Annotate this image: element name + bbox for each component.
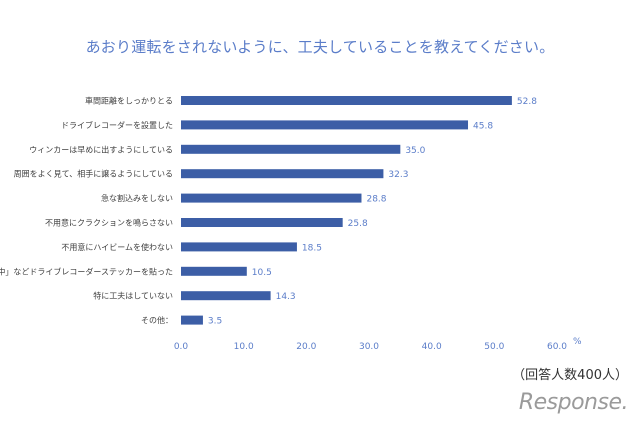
bar [181,266,247,276]
value-label: 32.3 [388,170,408,180]
value-label: 28.8 [366,195,386,205]
category-label: 急な割込みをしない [101,193,173,203]
response-logo: Response. [518,390,629,415]
category-labels: 車間距離をしっかりとるドライブレコーダーを設置したウィンカーは早めに出すようにし… [0,96,173,326]
x-tick-label: 20.0 [296,342,316,352]
x-tick-label: 60.0 [547,342,567,352]
category-label: 不用意にハイビームを使わない [61,242,173,252]
bar [181,169,384,179]
bar [181,242,297,252]
bar [181,218,343,227]
value-labels: 52.8 45.8 35.0 32.3 28.8 25.8 18.5 10.5 14.3 3.5 [208,97,537,327]
category-label: ウィンカーは早めに出すようにしている [29,144,173,154]
bar [181,144,401,154]
category-label: 車間距離をしっかりとる [85,96,173,106]
x-tick-label: 30.0 [359,342,379,352]
x-tick-label: 40.0 [422,342,442,352]
x-tick-label: 50.0 [484,342,504,352]
value-label: 45.8 [473,121,493,131]
category-label: その他： [141,315,173,325]
chart-title: あおり運転をされないように、工夫していることを教えてください。 [85,38,555,56]
bar [181,96,512,105]
value-label: 35.0 [405,146,425,156]
bars-group [181,96,512,325]
bar [181,120,469,130]
value-label: 52.8 [517,97,537,107]
unit-label: % [573,337,582,347]
value-label: 18.5 [302,243,322,253]
category-label: 不用意にクラクションを鳴らさない [45,218,173,228]
category-label: ドライブレコーダーを設置した [61,120,173,130]
x-tick-label: 0.0 [174,342,189,352]
category-label: 周囲をよく見て、相手に譲るようにしている [14,169,173,179]
respondent-note: （回答人数400人） [512,368,628,383]
category-label: 特に工夫はしていない [93,291,173,301]
value-label: 10.5 [252,268,272,278]
x-axis-ticks: 0.0 10.0 20.0 30.0 40.0 50.0 60.0 [174,342,567,352]
category-label: 「録画中」などドライブレコーダーステッカーを貼った [0,266,173,276]
value-label: 14.3 [276,292,296,302]
bar [181,291,271,301]
value-label: 25.8 [348,219,368,229]
bar [181,315,203,325]
value-label: 3.5 [208,317,222,327]
bar [181,193,362,203]
x-tick-label: 10.0 [234,342,254,352]
